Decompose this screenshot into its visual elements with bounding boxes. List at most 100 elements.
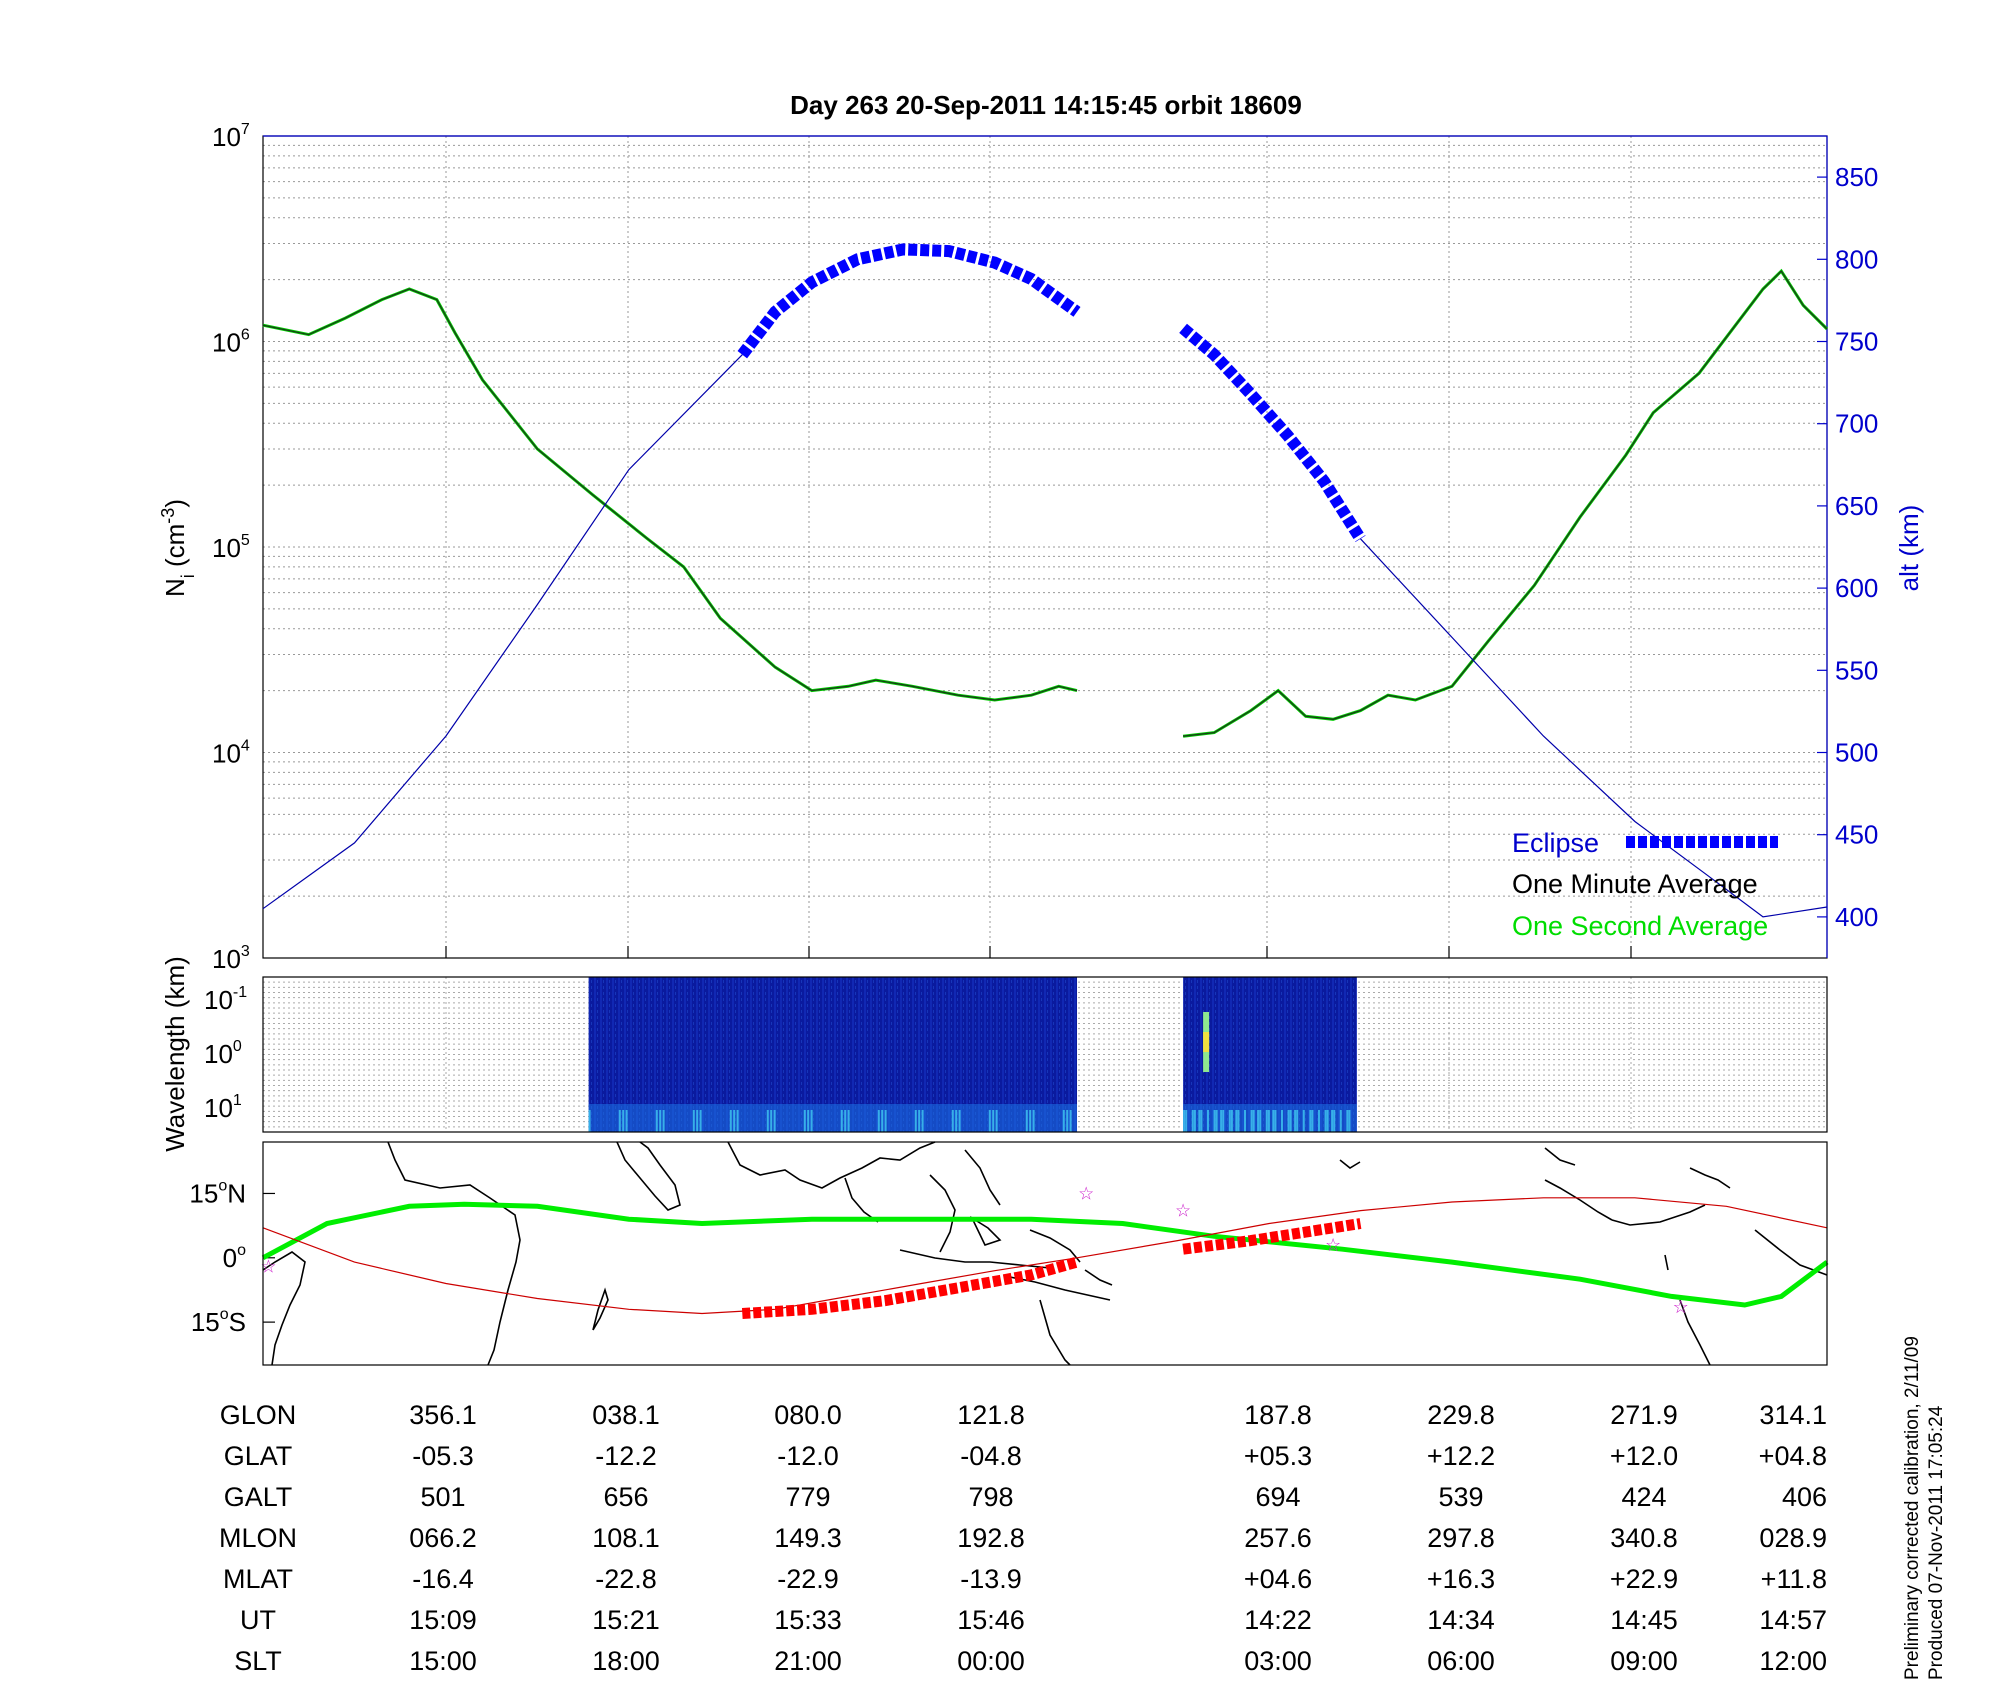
table-cell: +22.9 bbox=[1610, 1564, 1678, 1594]
spectrogram-streak bbox=[618, 1110, 621, 1132]
spectrogram-streak bbox=[918, 1110, 921, 1132]
spectrogram-streak bbox=[770, 1110, 773, 1132]
spectrogram-streak bbox=[696, 1110, 699, 1132]
density-y-tick-label: 103 bbox=[212, 943, 250, 974]
spectrogram-streak bbox=[1287, 1110, 1290, 1132]
altitude-tick-label: 850 bbox=[1835, 162, 1878, 192]
spectrogram-streak bbox=[1302, 1110, 1305, 1132]
lat-tick-label: 15oS bbox=[191, 1306, 246, 1337]
table-cell: 798 bbox=[968, 1482, 1013, 1512]
spectrogram-streak bbox=[810, 1110, 813, 1132]
one-minute-series bbox=[262, 288, 1078, 701]
table-row-label: GLAT bbox=[224, 1441, 293, 1471]
altitude-tick-label: 550 bbox=[1835, 655, 1878, 685]
altitude-tick-label: 450 bbox=[1835, 820, 1878, 850]
spectrogram-y-label: Wavelength (km) bbox=[160, 956, 190, 1152]
legend-one-minute-label: One Minute Average bbox=[1512, 869, 1758, 899]
table-cell: -22.9 bbox=[777, 1564, 839, 1594]
spectrogram-streak bbox=[1326, 1110, 1329, 1132]
spectrogram-streak bbox=[773, 1110, 776, 1132]
map-tracks: ☆ ☆ ☆ ☆ ☆ bbox=[260, 1183, 1829, 1319]
eclipse-track bbox=[741, 1256, 1079, 1319]
produced-note: Produced 07-Nov-2011 17:05:24 bbox=[1926, 1405, 1947, 1680]
table-cell: 656 bbox=[603, 1482, 648, 1512]
table-cell: 229.8 bbox=[1427, 1400, 1495, 1430]
orbit-table: GLON 356.1 038.1 080.0 121.8 187.8 229.8 271.9 3… bbox=[219, 1400, 1827, 1676]
table-cell: -13.9 bbox=[960, 1564, 1022, 1594]
table-row-label: GALT bbox=[224, 1482, 293, 1512]
spectrogram-streak bbox=[1220, 1110, 1223, 1132]
spectrogram-streak bbox=[1062, 1110, 1065, 1132]
legend-eclipse-label: Eclipse bbox=[1512, 828, 1599, 858]
spectrogram-streak bbox=[659, 1110, 662, 1132]
ground-track bbox=[261, 1201, 1829, 1308]
table-row-label: UT bbox=[240, 1605, 276, 1635]
legend: Eclipse One Minute Average One Second Av… bbox=[1512, 828, 1778, 941]
map-panel: ☆ ☆ ☆ ☆ ☆ 15oN 0o 15oS bbox=[189, 1141, 1829, 1366]
spectrogram-streak bbox=[988, 1110, 991, 1132]
table-cell: 15:46 bbox=[957, 1605, 1025, 1635]
spectrogram-streak bbox=[655, 1110, 658, 1132]
density-grid bbox=[263, 136, 1827, 959]
spectrogram-streak bbox=[1230, 1110, 1233, 1132]
spectrogram-streak bbox=[1191, 1110, 1194, 1132]
coastlines bbox=[262, 1141, 1828, 1366]
table-cell: -04.8 bbox=[960, 1441, 1022, 1471]
table-cell: 108.1 bbox=[592, 1523, 660, 1553]
spectrogram-streak bbox=[1339, 1110, 1342, 1132]
altitude-tick-label: 650 bbox=[1835, 491, 1878, 521]
table-cell: +04.6 bbox=[1244, 1564, 1312, 1594]
spectrogram-streak bbox=[884, 1110, 887, 1132]
table-cell: 03:00 bbox=[1244, 1646, 1312, 1676]
star-marker: ☆ bbox=[1078, 1183, 1094, 1203]
altitude-tick-label: 400 bbox=[1835, 902, 1878, 932]
table-cell: 028.9 bbox=[1759, 1523, 1827, 1553]
table-cell: 779 bbox=[785, 1482, 830, 1512]
table-cell: 12:00 bbox=[1759, 1646, 1827, 1676]
spectrogram-streak bbox=[1267, 1110, 1270, 1132]
spectrogram-blocks bbox=[588, 977, 1357, 1132]
table-cell: 06:00 bbox=[1427, 1646, 1495, 1676]
spectrogram-streak bbox=[847, 1110, 850, 1132]
table-cell: 15:09 bbox=[409, 1605, 477, 1635]
spectrogram-streak bbox=[844, 1110, 847, 1132]
table-row-label: MLON bbox=[219, 1523, 297, 1553]
calibration-note: Preliminary corrected calibration, 2/11/… bbox=[1902, 1336, 1923, 1680]
table-cell: 14:22 bbox=[1244, 1605, 1312, 1635]
spectrogram-streak bbox=[992, 1110, 995, 1132]
spectrogram-streak bbox=[914, 1110, 917, 1132]
table-cell: 15:33 bbox=[774, 1605, 842, 1635]
density-y-ticks: 103 104 105 106 107 bbox=[212, 121, 250, 974]
table-cell: 21:00 bbox=[774, 1646, 842, 1676]
table-cell: 340.8 bbox=[1610, 1523, 1678, 1553]
table-cell: 121.8 bbox=[957, 1400, 1025, 1430]
table-cell: -16.4 bbox=[412, 1564, 474, 1594]
spectrogram-streak bbox=[1198, 1110, 1201, 1132]
spectrogram-streak bbox=[1032, 1110, 1035, 1132]
density-panel: 103 104 105 106 107 400 450 500 550 600 650 700 750… bbox=[158, 121, 1924, 974]
spectrogram-hot-core bbox=[1203, 1032, 1210, 1052]
spectrogram-streak bbox=[622, 1110, 625, 1132]
star-marker: ☆ bbox=[1175, 1201, 1191, 1221]
altitude-series bbox=[1360, 538, 1828, 918]
altitude-y-label: alt (km) bbox=[1894, 505, 1924, 592]
spectrogram-streak bbox=[699, 1110, 702, 1132]
spectrogram-y-ticks: 10-1 100 101 bbox=[204, 984, 247, 1123]
altitude-tick-label: 800 bbox=[1835, 244, 1878, 274]
spectrogram-streak bbox=[1280, 1110, 1283, 1132]
table-cell: 15:21 bbox=[592, 1605, 660, 1635]
spectrogram-streak bbox=[733, 1110, 736, 1132]
spectrogram-streak bbox=[1066, 1110, 1069, 1132]
spectrogram-streak bbox=[1243, 1110, 1246, 1132]
table-cell: 314.1 bbox=[1759, 1400, 1827, 1430]
table-cell: +12.0 bbox=[1610, 1441, 1678, 1471]
table-cell: 09:00 bbox=[1610, 1646, 1678, 1676]
table-cell: 149.3 bbox=[774, 1523, 842, 1553]
spectrogram-low-band bbox=[1183, 1104, 1357, 1132]
spectrogram-streak bbox=[1265, 1110, 1268, 1132]
table-row-label: GLON bbox=[220, 1400, 297, 1430]
spectrogram-streak bbox=[1346, 1110, 1349, 1132]
spectrogram-streak bbox=[1309, 1110, 1312, 1132]
map-y-ticks: 15oN 0o 15oS bbox=[189, 1177, 246, 1337]
spectrogram-streak bbox=[1317, 1110, 1320, 1132]
